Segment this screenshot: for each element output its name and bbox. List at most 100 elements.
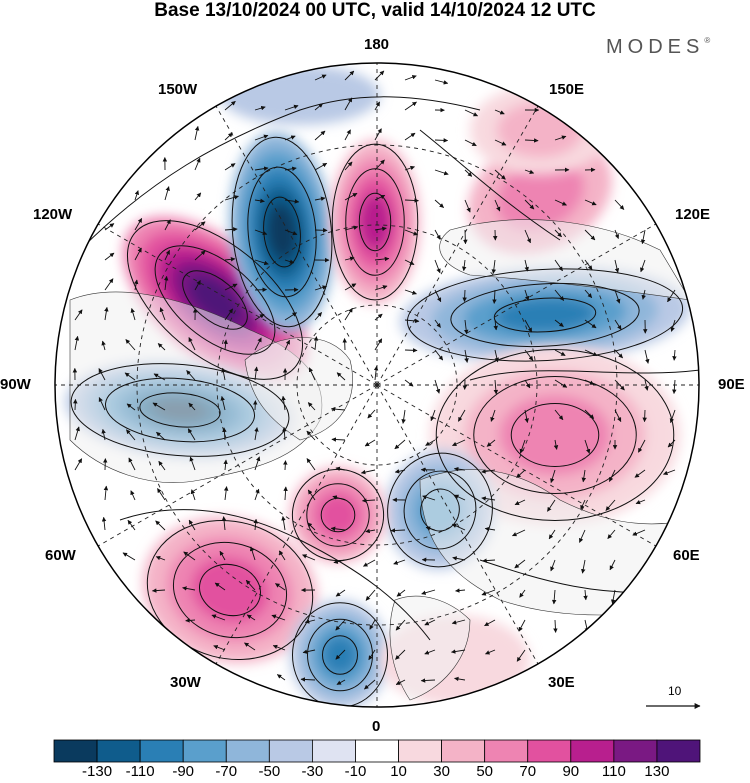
streamline — [139, 392, 221, 428]
wind-arrow — [314, 74, 327, 81]
streamline — [292, 602, 388, 707]
wind-arrow — [554, 289, 565, 301]
colorbar-swatch — [311, 739, 356, 763]
wind-arrow — [152, 402, 166, 411]
wind-arrow — [425, 526, 436, 531]
wind-arrow — [194, 221, 206, 231]
wind-arrow — [584, 409, 595, 419]
streamline — [435, 349, 675, 521]
lon-label-150w: 150W — [158, 81, 198, 98]
lon-label-120e: 120E — [675, 206, 711, 223]
colorbar-swatch — [182, 739, 227, 763]
streamline — [469, 369, 699, 381]
wind-arrow — [584, 229, 596, 241]
wind-arrow — [404, 259, 415, 265]
colorbar-swatch — [656, 739, 701, 763]
wind-arrow — [463, 319, 469, 335]
wind-arrow — [434, 379, 441, 394]
wind-arrow — [126, 429, 136, 441]
wind-arrow — [307, 522, 316, 531]
wind-arrow — [104, 306, 109, 321]
wind-arrow — [157, 343, 166, 351]
wind-arrow — [481, 589, 496, 596]
wind-arrow — [404, 132, 416, 141]
wind-arrow — [363, 559, 376, 567]
wind-arrow — [401, 409, 406, 424]
wind-arrow — [554, 199, 567, 206]
wind-arrow — [213, 645, 226, 651]
wind-arrow — [224, 163, 236, 171]
wind-arrow — [464, 139, 477, 147]
wind-arrow — [494, 199, 501, 212]
wind-arrow — [492, 289, 497, 304]
map-boundary — [54, 62, 700, 708]
wind-arrow — [519, 439, 526, 454]
wind-arrow — [553, 439, 559, 450]
wind-arrow — [314, 312, 322, 321]
wind-arrow — [430, 409, 436, 422]
wind-arrow — [554, 229, 562, 238]
wind-arrow — [164, 186, 170, 201]
wind-arrow — [368, 649, 376, 661]
wind-arrow — [641, 289, 646, 300]
meridian-line — [376, 384, 664, 551]
wind-arrow — [644, 349, 650, 364]
brand-logo: MODES® — [606, 36, 710, 59]
wind-arrow — [424, 619, 436, 626]
wind-arrow — [581, 559, 586, 574]
wind-arrow — [614, 349, 623, 359]
wind-arrow — [188, 519, 196, 531]
land-outline — [419, 469, 699, 616]
land-outline — [439, 219, 691, 301]
wind-arrow — [608, 469, 616, 482]
wind-arrow — [314, 196, 326, 202]
wind-arrow — [101, 340, 106, 351]
wind-arrow — [425, 439, 436, 446]
colorbar — [53, 739, 701, 763]
wind-arrow — [276, 674, 286, 681]
chart-title: Base 13/10/2024 00 UTC, valid 14/10/2024… — [154, 0, 596, 21]
wind-arrow — [222, 427, 227, 441]
wind-arrow — [220, 395, 226, 411]
brand-text: MODES — [606, 36, 705, 58]
reference-vector-label: 10 — [668, 684, 682, 698]
wind-arrow — [361, 498, 376, 503]
streamline — [119, 509, 431, 641]
wind-arrow — [246, 614, 256, 621]
wind-arrow — [130, 308, 136, 321]
wind-arrow — [524, 259, 529, 272]
wind-arrow — [344, 192, 358, 201]
wind-arrow — [614, 379, 625, 391]
wind-arrow — [434, 349, 444, 361]
wind-arrow — [364, 439, 376, 447]
wind-arrow — [524, 289, 530, 301]
wind-arrow — [524, 138, 539, 143]
wind-arrow — [434, 319, 441, 328]
wind-arrow — [194, 157, 201, 171]
streamline — [406, 268, 684, 362]
wind-arrow — [434, 199, 444, 208]
wind-arrow — [404, 289, 417, 295]
colorbar-tick-label: -50 — [258, 763, 281, 780]
wind-arrow — [512, 529, 526, 537]
streamline — [172, 541, 288, 639]
wind-arrow — [434, 79, 449, 85]
wind-arrow — [404, 101, 417, 111]
wind-arrow — [221, 367, 226, 381]
wind-arrow — [224, 227, 238, 232]
wind-arrow — [151, 588, 166, 593]
streamline — [70, 363, 290, 457]
wind-arrow — [374, 285, 388, 291]
wind-arrow — [284, 339, 290, 351]
streamline — [126, 220, 304, 380]
wind-arrow — [254, 313, 265, 321]
wind-arrow — [74, 309, 83, 321]
wind-arrow — [374, 101, 381, 111]
wind-arrow — [464, 169, 473, 177]
wind-arrow — [194, 125, 200, 141]
wind-arrow — [464, 349, 469, 363]
wind-arrow — [344, 161, 353, 171]
wind-arrow — [124, 372, 136, 381]
colorbar-tick-label: 110 — [601, 763, 626, 780]
wind-arrow — [254, 427, 259, 441]
